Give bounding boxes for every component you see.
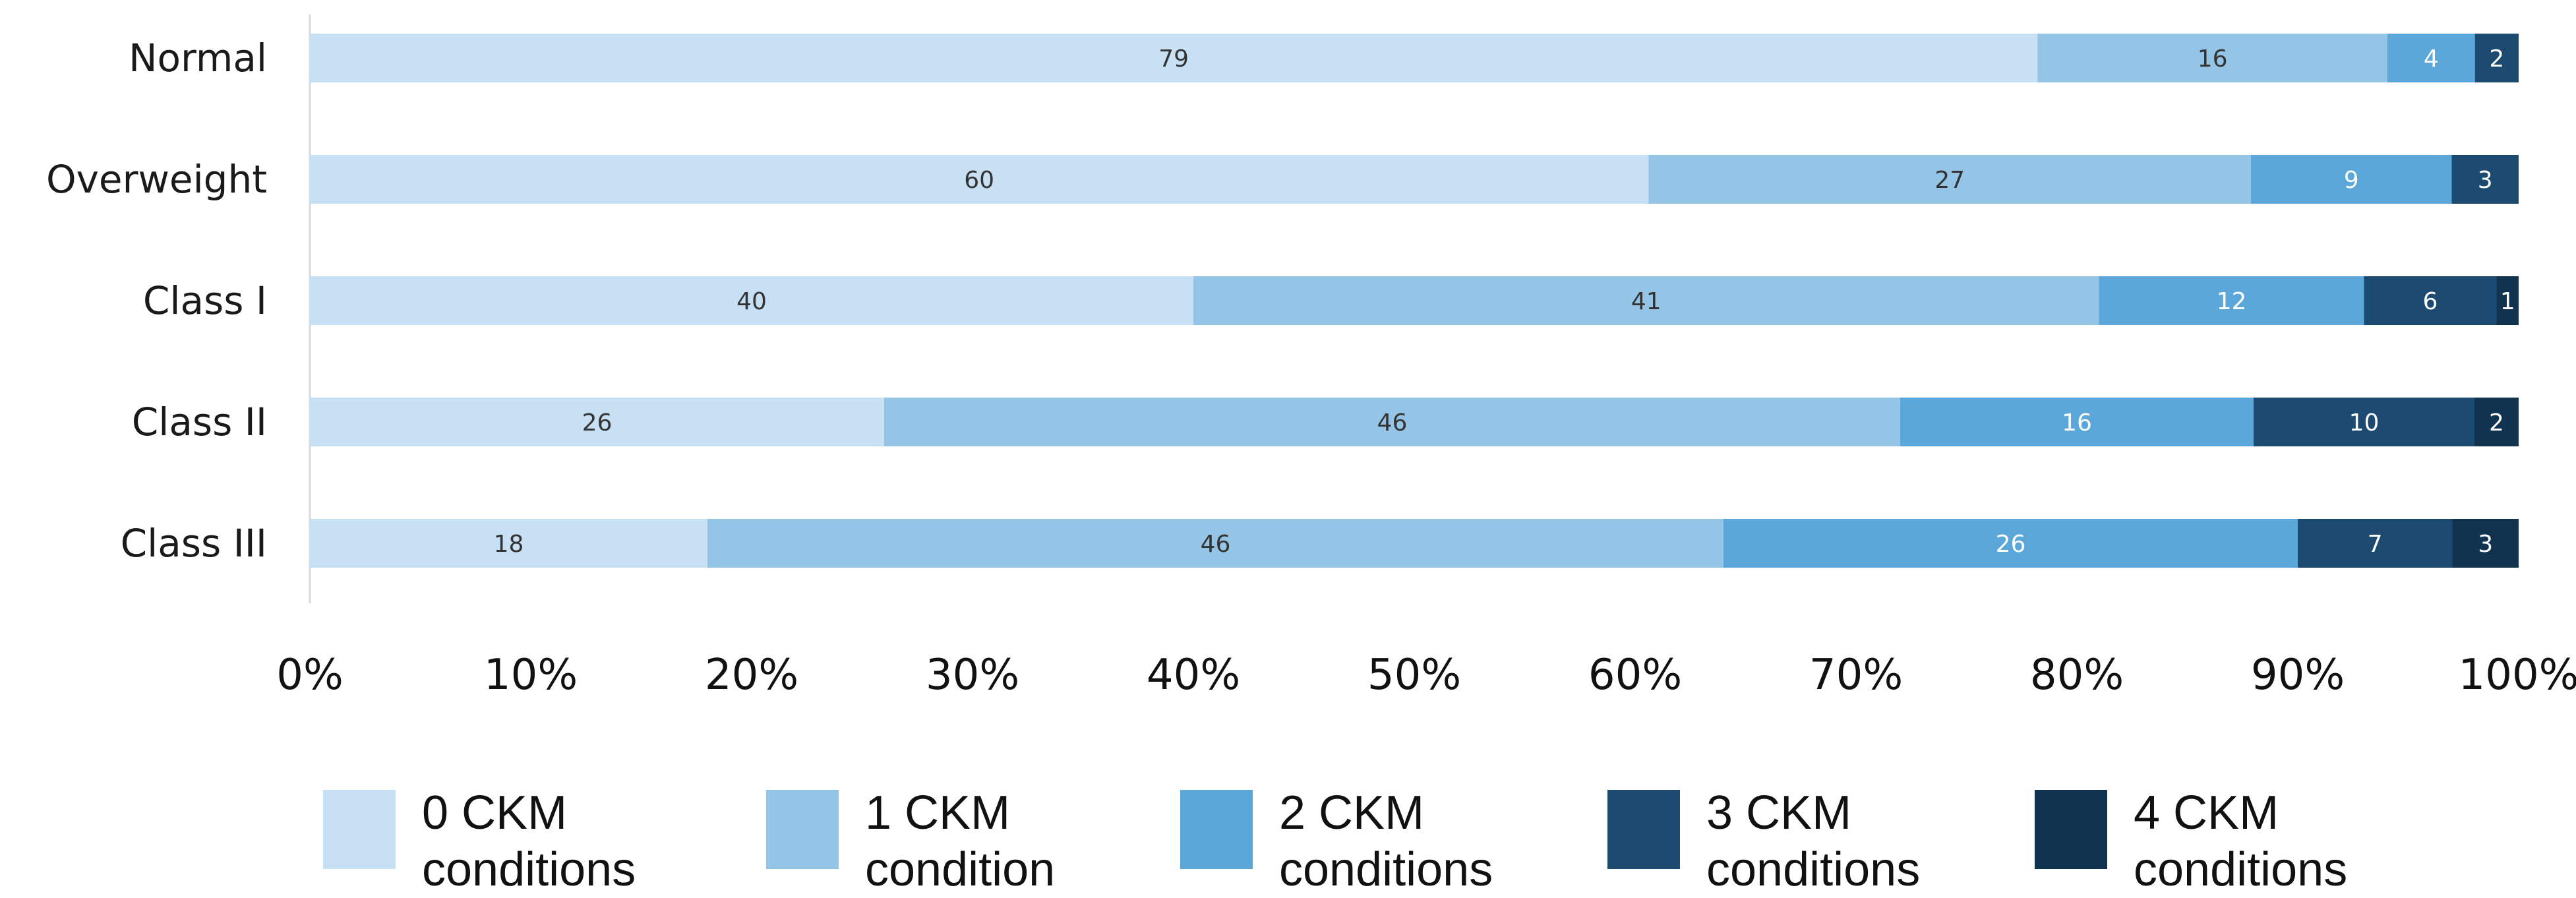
bar-segment <box>310 34 2038 82</box>
x-tick-label: 90% <box>2251 651 2345 700</box>
x-tick-label: 40% <box>1147 651 1240 700</box>
legend-label-line: condition <box>865 843 1056 896</box>
legend-label-line: 4 CKM <box>2134 787 2279 839</box>
x-tick-labels: 0% 10% 20% 30% 40% 50% 60% 70% 80% 90% 100% <box>276 651 2576 700</box>
data-label: 3 <box>2478 167 2493 194</box>
bar-segment <box>310 519 707 568</box>
data-label: 18 <box>494 531 524 558</box>
x-tick-label: 50% <box>1367 651 1461 700</box>
legend-label: 2 CKM conditions <box>1279 785 1493 898</box>
x-tick-label: 70% <box>1809 651 1903 700</box>
legend-swatch <box>323 790 396 869</box>
category-label: Normal <box>129 36 267 80</box>
legend-label: 4 CKM conditions <box>2134 785 2347 898</box>
category-label: Class III <box>121 521 267 566</box>
bars: 79 16 4 260 27 9 340 41 12 6 126 46 16 10 218 46 26 7 3 <box>310 34 2519 568</box>
bar-segment <box>1723 519 2298 568</box>
legend-item: 0 CKM conditions <box>323 785 636 898</box>
data-label: 2 <box>2489 409 2504 436</box>
bar-segment <box>2496 276 2519 325</box>
data-label: 41 <box>1631 288 1662 315</box>
bar-segment <box>1648 155 2251 204</box>
legend-label: 3 CKM conditions <box>1706 785 1920 898</box>
bar-segment <box>1900 398 2254 446</box>
x-tick-label: 0% <box>276 651 344 700</box>
data-label: 1 <box>2500 288 2515 315</box>
data-label: 60 <box>964 167 994 194</box>
category-labels: Normal Overweight Class I Class II Class III <box>46 36 267 566</box>
legend-label: 1 CKM condition <box>865 785 1055 898</box>
category-label: Class II <box>132 400 267 444</box>
bar-segment <box>2387 34 2475 82</box>
data-label: 40 <box>736 288 767 315</box>
x-tick-label: 20% <box>705 651 798 700</box>
data-label: 4 <box>2424 45 2439 73</box>
data-label: 79 <box>1158 45 1189 73</box>
legend-label-line: conditions <box>1279 843 1493 896</box>
data-label: 7 <box>2368 531 2383 558</box>
bar-segment <box>2474 398 2519 446</box>
legend-item: 3 CKM conditions <box>1607 785 1920 898</box>
legend-swatch <box>1607 790 1680 869</box>
data-label: 26 <box>1996 531 2026 558</box>
bar-segment <box>2254 398 2474 446</box>
bar-segment <box>884 398 1900 446</box>
legend-label: 0 CKM conditions <box>422 785 636 898</box>
bar-segment <box>2037 34 2387 82</box>
data-label: 27 <box>1934 167 1965 194</box>
data-label: 3 <box>2478 531 2493 558</box>
x-tick-label: 30% <box>926 651 1019 700</box>
data-label: 16 <box>2062 409 2092 436</box>
x-tick-label: 60% <box>1588 651 1682 700</box>
legend-label-line: 3 CKM <box>1706 787 1852 839</box>
bar-segment <box>310 398 884 446</box>
legend-label-line: conditions <box>422 843 636 896</box>
x-tick-label: 100% <box>2459 651 2576 700</box>
bar-segment <box>707 519 1723 568</box>
legend-label-line: 0 CKM <box>422 787 568 839</box>
data-label: 2 <box>2489 45 2504 73</box>
legend-label-line: 2 CKM <box>1279 787 1425 839</box>
bar-segment <box>310 155 1649 204</box>
bar-segment <box>2451 155 2519 204</box>
bar-segment <box>2452 519 2519 568</box>
bar-segment <box>310 276 1193 325</box>
legend-swatch <box>766 790 839 869</box>
bar-segment <box>2099 276 2364 325</box>
legend-item: 1 CKM condition <box>766 785 1055 898</box>
legend-item: 4 CKM conditions <box>2035 785 2347 898</box>
data-label: 26 <box>582 409 613 436</box>
bar-segment <box>2250 155 2452 204</box>
category-label: Class I <box>143 278 267 323</box>
x-tick-label: 80% <box>2030 651 2124 700</box>
bar-segment <box>1193 276 2099 325</box>
data-label: 46 <box>1377 409 1408 436</box>
data-label: 9 <box>2344 167 2359 194</box>
legend: 0 CKM conditions 1 CKM condition 2 CKM condit… <box>0 765 2576 896</box>
bar-segment <box>2298 519 2453 568</box>
x-tick-label: 10% <box>484 651 578 700</box>
bar-segment <box>2364 276 2497 325</box>
legend-label-line: conditions <box>2134 843 2348 896</box>
legend-label-line: 1 CKM <box>865 787 1011 839</box>
data-label: 12 <box>2217 288 2247 315</box>
legend-label-line: conditions <box>1706 843 1921 896</box>
bar-segment <box>2474 34 2519 82</box>
data-label: 10 <box>2349 409 2380 436</box>
data-label: 6 <box>2423 288 2438 315</box>
category-label: Overweight <box>46 157 267 202</box>
legend-item: 2 CKM conditions <box>1180 785 1493 898</box>
legend-swatch <box>1180 790 1253 869</box>
data-label: 46 <box>1201 531 1231 558</box>
legend-swatch <box>2035 790 2107 869</box>
data-label: 16 <box>2198 45 2228 73</box>
